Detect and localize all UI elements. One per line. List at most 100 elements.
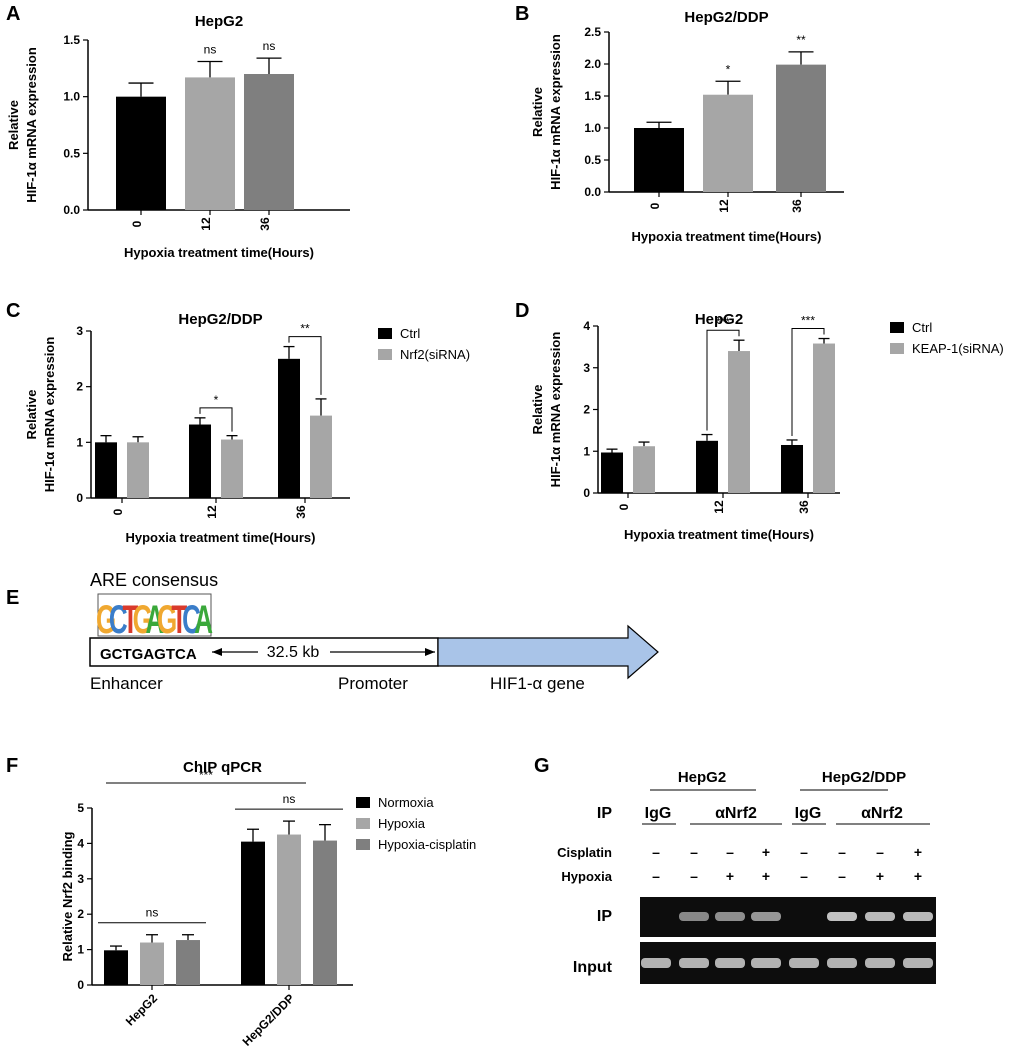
panel-letter-c: C bbox=[6, 300, 20, 322]
bar bbox=[189, 424, 211, 498]
y-tick-label: 1.0 bbox=[584, 121, 601, 135]
y-axis-label: Relative bbox=[24, 390, 39, 440]
gel-group-hepg2: HepG2 bbox=[678, 769, 726, 786]
y-tick-label: 0 bbox=[76, 491, 83, 505]
gel-panel: HepG2 HepG2/DDP IP IgG αNrf2 IgG αNrf2 C… bbox=[557, 769, 936, 984]
x-axis-label: Hypoxia treatment time(Hours) bbox=[124, 245, 314, 260]
gel-hypoxia-label: Hypoxia bbox=[561, 869, 612, 884]
y-axis-label: Relative bbox=[6, 100, 21, 150]
x-axis-label: Hypoxia treatment time(Hours) bbox=[624, 527, 814, 542]
input-band bbox=[827, 958, 857, 968]
gene-diagram: ARE consensus GCTGAGTCA GCTGAGTCA 32.5 k… bbox=[89, 570, 659, 693]
bar bbox=[127, 442, 149, 498]
legend-entry: Normoxia bbox=[378, 795, 434, 810]
motif-letter: G bbox=[96, 597, 116, 642]
gel-ip-header: IP bbox=[597, 805, 612, 822]
are-sequence: GCTGAGTCA bbox=[100, 646, 197, 663]
x-tick-label: 36 bbox=[258, 217, 272, 231]
ip-band bbox=[903, 912, 933, 921]
ip-band bbox=[751, 912, 781, 921]
y-tick-label: 2.0 bbox=[584, 57, 601, 71]
bar bbox=[95, 442, 117, 498]
y-tick-label: 2 bbox=[77, 907, 84, 921]
input-band bbox=[751, 958, 781, 968]
significance-label: *** bbox=[716, 315, 730, 329]
bar bbox=[140, 942, 164, 985]
cisplatin-sign: – bbox=[726, 844, 734, 860]
x-tick-label: 0 bbox=[130, 220, 144, 227]
ip-band bbox=[865, 912, 895, 921]
chart-b: HepG2/DDP 0.0 0.5 1.0 1.5 2.0 2.5 Relative HIF-1… bbox=[530, 9, 844, 244]
gel-group-hepg2ddp: HepG2/DDP bbox=[822, 769, 906, 786]
gene-label: HIF1-α gene bbox=[490, 674, 585, 693]
significance-bracket bbox=[706, 329, 740, 431]
bar bbox=[633, 446, 655, 493]
motif-letter: A bbox=[146, 597, 165, 642]
y-tick-label: 1.5 bbox=[584, 89, 601, 103]
distance-label: 32.5 kb bbox=[267, 644, 320, 661]
input-band bbox=[641, 958, 671, 968]
legend-swatch bbox=[890, 322, 904, 333]
x-tick-label: 36 bbox=[294, 505, 308, 519]
legend-swatch bbox=[356, 839, 370, 850]
motif-letter: C bbox=[109, 597, 128, 642]
x-axis-label: Hypoxia treatment time(Hours) bbox=[126, 530, 316, 545]
significance-bracket bbox=[288, 336, 322, 395]
bar bbox=[241, 841, 265, 985]
hypoxia-sign: + bbox=[726, 868, 734, 884]
panel-letter-b: B bbox=[515, 3, 529, 25]
y-tick-label: 2 bbox=[583, 403, 590, 417]
gel-row-input: Input bbox=[573, 959, 613, 976]
y-tick-label: 1.0 bbox=[63, 90, 80, 104]
legend-swatch bbox=[890, 343, 904, 354]
legend-entry: Ctrl bbox=[912, 320, 932, 335]
y-axis-label: HIF-1α mRNA expression bbox=[548, 34, 563, 190]
cisplatin-sign: + bbox=[762, 844, 770, 860]
gel-igg-2: IgG bbox=[795, 805, 822, 822]
chart-title: HepG2 bbox=[695, 311, 743, 328]
hypoxia-sign: + bbox=[876, 868, 884, 884]
significance-label: * bbox=[726, 62, 731, 76]
gel-anrf2-2: αNrf2 bbox=[861, 805, 903, 822]
panel-letter-a: A bbox=[6, 3, 20, 25]
bar bbox=[781, 444, 803, 493]
gel-igg-1: IgG bbox=[645, 805, 672, 822]
legend-entry: KEAP-1(siRNA) bbox=[912, 341, 1004, 356]
chart-a: HepG2 0.0 0.5 1.0 1.5 Relative HIF-1α mRNA exp… bbox=[6, 13, 350, 260]
hypoxia-sign: – bbox=[690, 868, 698, 884]
bar bbox=[728, 351, 750, 493]
distance-arrowhead-right bbox=[425, 648, 435, 656]
panel-letter-f: F bbox=[6, 755, 18, 777]
bar bbox=[244, 74, 294, 210]
x-tick-label: 0 bbox=[617, 503, 631, 510]
motif-letter: T bbox=[171, 597, 187, 642]
y-tick-label: 4 bbox=[77, 836, 84, 850]
y-tick-label: 2.5 bbox=[584, 25, 601, 39]
bar bbox=[696, 440, 718, 493]
hypoxia-sign: + bbox=[914, 868, 922, 884]
legend-swatch bbox=[356, 818, 370, 829]
y-tick-label: 3 bbox=[76, 324, 83, 338]
cisplatin-sign: – bbox=[652, 844, 660, 860]
bar bbox=[278, 358, 300, 498]
chart-title: ChIP qPCR bbox=[183, 759, 262, 776]
significance-label: ** bbox=[300, 322, 310, 336]
legend-swatch bbox=[356, 797, 370, 808]
enhancer-label: Enhancer bbox=[90, 674, 163, 693]
panel-letter-d: D bbox=[515, 300, 529, 322]
hypoxia-sign: – bbox=[838, 868, 846, 884]
ip-band bbox=[715, 912, 745, 921]
y-tick-label: 1.5 bbox=[63, 33, 80, 47]
x-tick-label: 12 bbox=[712, 500, 726, 514]
y-tick-label: 0.5 bbox=[584, 153, 601, 167]
ip-band bbox=[679, 912, 709, 921]
significance-label: *** bbox=[801, 314, 815, 328]
distance-label-bg bbox=[258, 642, 330, 660]
x-axis-label: Hypoxia treatment time(Hours) bbox=[632, 229, 822, 244]
motif-letter: G bbox=[157, 597, 177, 642]
y-tick-label: 1 bbox=[583, 444, 590, 458]
gel-anrf2-1: αNrf2 bbox=[715, 805, 757, 822]
cisplatin-sign: + bbox=[914, 844, 922, 860]
significance-label: *** bbox=[199, 768, 213, 782]
input-band bbox=[715, 958, 745, 968]
